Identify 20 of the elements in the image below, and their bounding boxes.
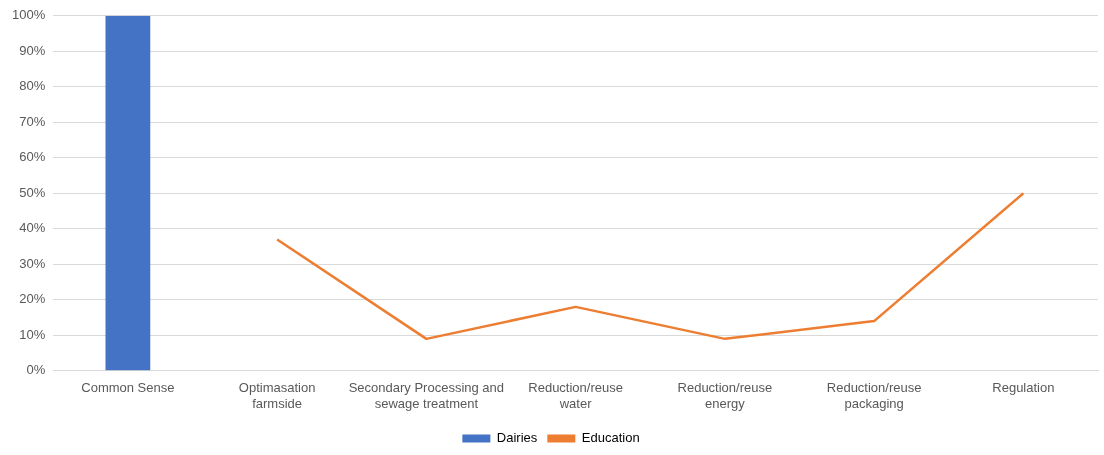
- y-tick-label: 60%: [19, 149, 46, 165]
- y-tick-label: 40%: [19, 220, 46, 236]
- y-tick-label: 0%: [26, 362, 46, 378]
- y-tick-label: 80%: [19, 78, 46, 94]
- x-tick-label: Reduction/reuse water: [528, 380, 623, 411]
- x-tick-label: Reduction/reuse energy: [677, 380, 773, 411]
- x-tick-label: Reduction/reuse packaging: [826, 380, 922, 411]
- y-tick-label: 90%: [19, 42, 46, 58]
- x-tick-label: Regulation: [992, 380, 1055, 396]
- y-tick-label: 20%: [19, 291, 46, 307]
- y-tick-label: 10%: [19, 326, 46, 342]
- y-tick-label: 100%: [12, 7, 46, 23]
- y-tick-label: 50%: [19, 184, 46, 200]
- legend-label: Dairies: [496, 430, 538, 446]
- x-tick-label: Secondary Processing and sewage treatment: [348, 380, 505, 411]
- x-tick-label: Common Sense: [81, 380, 175, 396]
- legend-label: Education: [581, 430, 640, 446]
- y-tick-label: 70%: [19, 113, 46, 129]
- x-tick-label: Optimasation farmside: [238, 380, 316, 411]
- y-tick-label: 30%: [19, 255, 46, 271]
